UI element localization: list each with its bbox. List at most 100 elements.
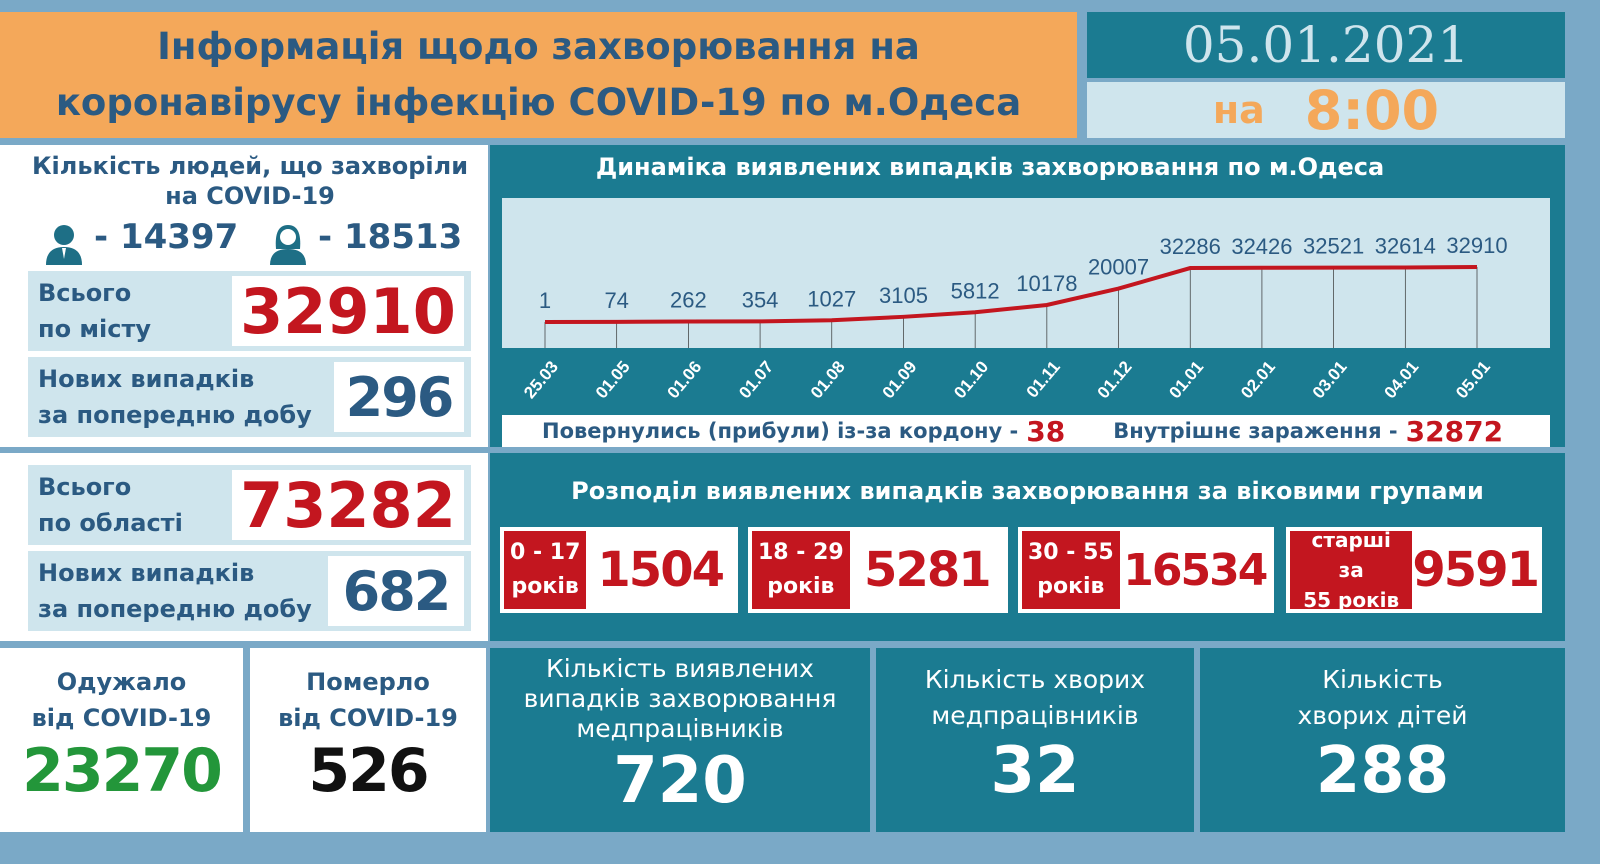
medics-sick-card: Кількість хворих медпрацівників 32 (876, 648, 1194, 832)
medics-sick-label-2: медпрацівників (931, 701, 1139, 730)
age-tag: 0 - 17 років (504, 531, 587, 609)
data-label: 3105 (879, 283, 928, 308)
region-total-value: 73282 (232, 469, 464, 542)
x-tick-label: 01.11 (1023, 357, 1064, 401)
age-group-55-plus: старші за 55 років 9591 (1286, 527, 1542, 613)
page-title: Інформація щодо захворювання на коронаві… (0, 12, 1077, 138)
medics-cases-label-2: випадків захворювання (523, 684, 837, 713)
region-panel: Всього по області 73282 Нових випадків з… (0, 453, 488, 641)
x-tick-label: 03.01 (1309, 357, 1351, 402)
recovered-value: 23270 (22, 736, 223, 806)
women-count: - 18513 (318, 217, 463, 257)
region-total-label-2: по області (38, 509, 183, 537)
children-card: Кількість хворих дітей 288 (1200, 648, 1565, 832)
children-label-2: хворих дітей (1297, 701, 1468, 730)
chart-title: Динаміка виявлених випадків захворювання… (595, 153, 1385, 181)
region-new-value: 682 (328, 556, 464, 626)
origin-bar: Повернулись (прибули) із-за кордону - 38… (502, 414, 1550, 448)
city-new-box: Нових випадків за попередню добу 296 (28, 357, 471, 437)
internal-value: 32872 (1405, 414, 1504, 448)
data-label: 32614 (1375, 233, 1436, 258)
city-title: Кількість людей, що захворіли на COVID-1… (31, 152, 469, 210)
x-tick-label: 25.03 (520, 357, 562, 402)
data-label: 10178 (1016, 271, 1077, 296)
data-label: 32521 (1303, 234, 1364, 259)
age-group-0-17: 0 - 17 років 1504 (500, 527, 738, 613)
age-value: 9591 (1412, 542, 1540, 598)
data-label: 262 (670, 288, 707, 313)
title-line-1: Інформація щодо захворювання на (157, 25, 920, 68)
recovered-label-1: Одужало (56, 668, 187, 696)
age-title: Розподіл виявлених випадків захворювання… (571, 477, 1484, 505)
age-tag: 18 - 29 років (752, 531, 850, 609)
x-tick-label: 04.01 (1380, 357, 1422, 402)
report-date: 05.01.2021 (1087, 12, 1565, 78)
age-tag: 30 - 55 років (1022, 531, 1120, 609)
city-new-label-2: за попередню добу (38, 401, 312, 429)
medics-cases-card: Кількість виявлених випадків захворюванн… (490, 648, 870, 832)
title-line-2: коронавірусу інфекцію COVID-19 по м.Одес… (55, 81, 1022, 124)
died-label-2: від COVID-19 (278, 704, 458, 732)
medics-cases-label-1: Кількість виявлених (546, 654, 814, 683)
data-label: 1027 (807, 286, 856, 311)
age-value: 1504 (597, 542, 725, 598)
men-count: - 14397 (94, 217, 239, 257)
medics-cases-value: 720 (613, 744, 747, 818)
returned-label: Повернулись (прибули) із-за кордону - (542, 419, 1019, 443)
data-label: 5812 (951, 278, 1000, 303)
line-chart: 1 25.03 74 01.05 262 01.06 354 01.07 1027 01.08 31… (502, 198, 1550, 402)
city-total-value: 32910 (232, 275, 464, 348)
city-total-label-2: по місту (38, 315, 152, 343)
region-total-box: Всього по області 73282 (28, 465, 471, 545)
city-total-box: Всього по місту 32910 (28, 271, 471, 351)
recovered-card: Одужало від COVID-19 23270 (0, 648, 243, 832)
time-prefix: на (1212, 88, 1265, 132)
time-value: 8:00 (1304, 78, 1440, 142)
data-label: 32286 (1160, 234, 1221, 259)
age-unit: років (1037, 574, 1105, 599)
data-label: 20007 (1088, 255, 1149, 280)
man-icon (46, 225, 82, 265)
age-group-18-29: 18 - 29 років 5281 (748, 527, 1008, 613)
age-unit: 55 років (1303, 588, 1400, 612)
x-tick-label: 01.07 (735, 357, 777, 402)
region-new-label-1: Нових випадків (38, 559, 255, 587)
x-tick-label: 05.01 (1452, 357, 1494, 402)
x-tick-label: 01.08 (807, 357, 849, 402)
data-label: 32910 (1446, 233, 1507, 258)
died-label-1: Померло (306, 668, 430, 696)
report-time: на 8:00 (1087, 79, 1565, 142)
x-tick-label: 01.09 (879, 357, 921, 402)
city-new-label-1: Нових випадків (38, 365, 255, 393)
recovered-label-2: від COVID-19 (31, 704, 212, 732)
data-label: 354 (742, 287, 779, 312)
region-new-box: Нових випадків за попередню добу 682 (28, 551, 471, 631)
age-range: старші за (1311, 528, 1391, 582)
age-unit: років (767, 574, 835, 599)
region-new-label-2: за попередню добу (38, 595, 312, 623)
age-range: 30 - 55 (1028, 540, 1114, 565)
chart-panel: Динаміка виявлених випадків захворювання… (490, 145, 1565, 448)
city-panel: Кількість людей, що захворіли на COVID-1… (0, 145, 488, 447)
age-group-30-55: 30 - 55 років 16534 (1018, 527, 1274, 613)
age-range: 0 - 17 (510, 540, 581, 565)
series-line (544, 265, 1478, 324)
data-label: 32426 (1231, 234, 1292, 259)
data-label: 1 (539, 288, 551, 313)
x-tick-label: 01.05 (592, 357, 634, 402)
age-value: 16534 (1123, 544, 1268, 596)
x-tick-label: 01.06 (664, 357, 706, 402)
age-value: 5281 (864, 542, 992, 598)
x-tick-label: 01.10 (950, 357, 992, 402)
age-range: 18 - 29 (758, 540, 844, 565)
returned-value: 38 (1026, 414, 1066, 448)
children-value: 288 (1315, 734, 1450, 808)
x-tick-label: 02.01 (1237, 357, 1279, 402)
city-new-value: 296 (334, 362, 464, 432)
data-label: 74 (604, 288, 628, 313)
medics-sick-value: 32 (990, 734, 1080, 808)
region-total-label-1: Всього (38, 473, 132, 501)
age-unit: років (511, 574, 579, 599)
children-label-1: Кількість (1322, 665, 1443, 694)
city-total-label-1: Всього (38, 279, 132, 307)
